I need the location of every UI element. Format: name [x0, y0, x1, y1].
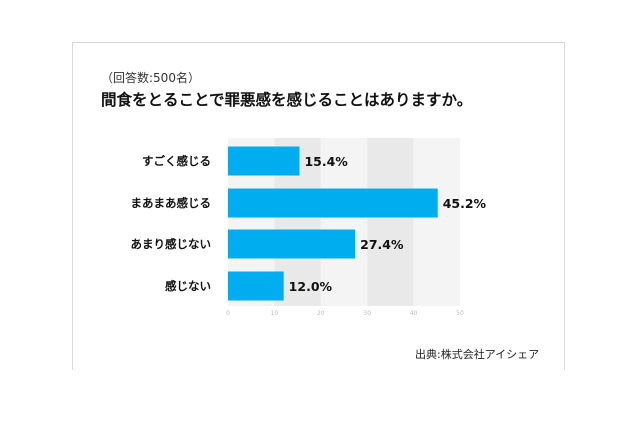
value-label: 27.4% [360, 237, 404, 252]
bars [228, 146, 438, 301]
grid-band [320, 138, 368, 306]
bar [228, 229, 356, 259]
bar [228, 271, 284, 301]
category-label: あまり感じない [131, 237, 212, 251]
x-tick-label: 50 [456, 310, 464, 317]
chart-subtitle: （回答数:500名） [101, 71, 200, 85]
x-tick-label: 20 [317, 310, 325, 317]
value-label: 15.4% [304, 154, 348, 169]
grid-band [367, 138, 414, 306]
chart-frame [72, 42, 565, 370]
category-label: 感じない [165, 279, 211, 293]
x-tick-label: 0 [226, 310, 230, 317]
value-label: 12.0% [289, 279, 333, 294]
x-tick-label: 30 [363, 310, 371, 317]
value-label: 45.2% [443, 196, 487, 211]
x-tick-labels: 0 10 20 30 40 50 [226, 310, 464, 317]
chart-title: 間食をとることで罪悪感を感じることはありますか。 [101, 91, 473, 109]
category-label: まあまあ感じる [131, 196, 212, 210]
grid-band [413, 138, 460, 306]
source-credit: 出典:株式会社アイシェア [415, 348, 540, 361]
bar [228, 188, 438, 218]
x-tick-label: 10 [271, 310, 279, 317]
value-labels: 15.4% 45.2% 27.4% 12.0% [289, 154, 487, 294]
category-label: すごく感じる [142, 154, 211, 168]
bar [228, 146, 300, 176]
x-tick-label: 40 [410, 310, 418, 317]
